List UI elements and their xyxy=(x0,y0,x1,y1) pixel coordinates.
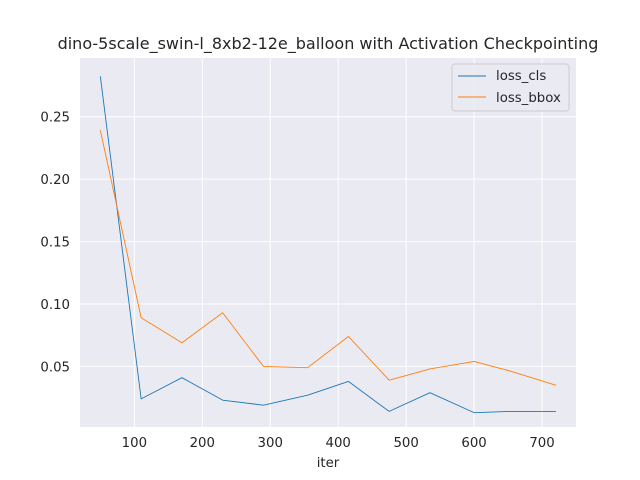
legend-label-loss-cls: loss_cls xyxy=(496,69,546,84)
x-tick-label: 500 xyxy=(393,436,418,451)
x-tick-label: 600 xyxy=(461,436,486,451)
grid xyxy=(80,58,576,427)
chart-title: dino-5scale_swin-l_8xb2-12e_balloon with… xyxy=(58,34,599,54)
x-tick-label: 200 xyxy=(190,436,215,451)
y-tick-label: 0.15 xyxy=(40,236,70,251)
y-tick-label: 0.20 xyxy=(40,173,70,188)
x-tick-label: 700 xyxy=(529,436,554,451)
x-axis-label: iter xyxy=(317,456,340,471)
y-tick-label: 0.10 xyxy=(40,298,70,313)
x-tick-label: 300 xyxy=(258,436,283,451)
y-ticks: 0.05 0.10 0.15 0.20 0.25 xyxy=(40,111,70,376)
y-tick-label: 0.25 xyxy=(40,111,70,126)
plot-area xyxy=(80,58,576,427)
legend-label-loss-bbox: loss_bbox xyxy=(496,91,561,106)
x-tick-label: 400 xyxy=(325,436,350,451)
series-lines xyxy=(99,76,557,414)
series-line-loss-bbox xyxy=(99,129,557,386)
x-ticks: 100 200 300 400 500 600 700 xyxy=(122,436,555,451)
x-tick-label: 100 xyxy=(122,436,147,451)
series-line-loss-cls xyxy=(99,76,557,414)
legend: loss_cls loss_bbox xyxy=(451,63,570,112)
y-tick-label: 0.05 xyxy=(40,360,70,375)
